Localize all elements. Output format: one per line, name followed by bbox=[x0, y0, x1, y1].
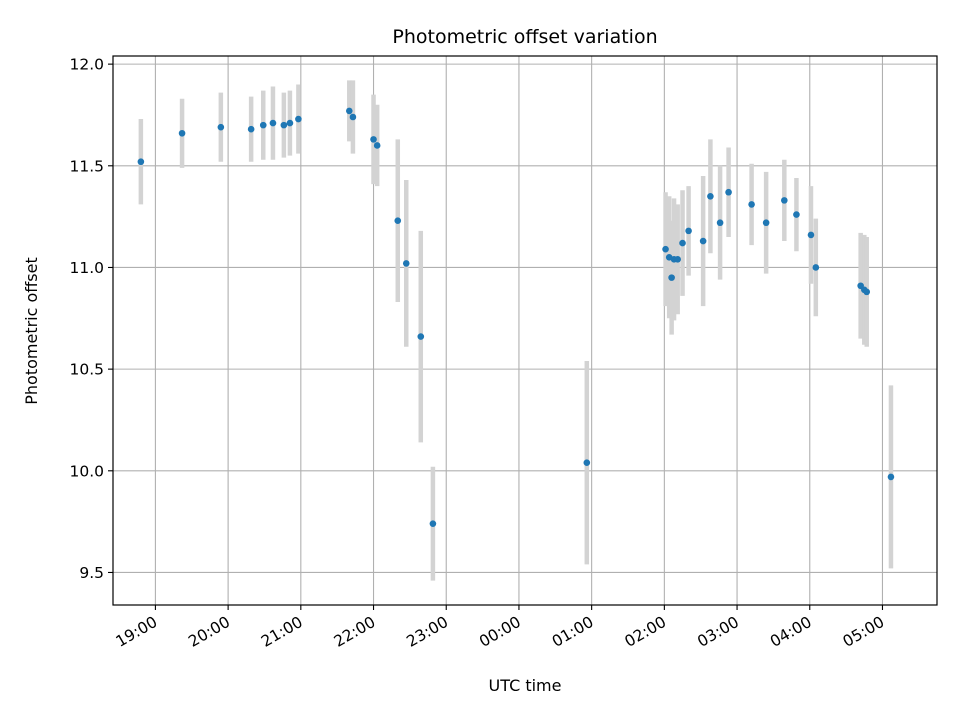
data-point bbox=[402, 260, 410, 267]
data-point bbox=[259, 121, 267, 129]
data-point bbox=[725, 188, 732, 196]
chart-title: Photometric offset variation bbox=[392, 26, 657, 48]
data-point bbox=[286, 119, 294, 127]
data-point bbox=[762, 219, 770, 227]
y-tick-label: 12.0 bbox=[69, 56, 104, 74]
y-axis-label: Photometric offset bbox=[22, 257, 41, 405]
data-point bbox=[685, 227, 692, 235]
data-point bbox=[812, 264, 820, 271]
data-point bbox=[280, 121, 288, 129]
data-point bbox=[429, 520, 437, 527]
data-point bbox=[863, 288, 871, 296]
data-point bbox=[887, 473, 895, 481]
data-point bbox=[748, 201, 755, 208]
data-point bbox=[345, 107, 353, 115]
data-point bbox=[295, 115, 302, 123]
data-point bbox=[668, 274, 675, 281]
y-axis-ticks: 9.5 10.0 10.5 11.0 11.5 12.0 bbox=[69, 56, 113, 582]
data-point bbox=[247, 125, 255, 133]
y-tick-label: 9.5 bbox=[79, 564, 104, 582]
y-tick-label: 10.5 bbox=[69, 361, 104, 379]
data-point bbox=[674, 256, 681, 263]
data-point bbox=[417, 333, 425, 340]
x-axis-label: UTC time bbox=[489, 676, 562, 695]
data-point bbox=[178, 129, 186, 137]
data-point bbox=[217, 123, 225, 131]
data-point bbox=[349, 113, 357, 121]
data-point bbox=[394, 217, 402, 224]
data-point bbox=[269, 119, 277, 127]
y-tick-label: 11.0 bbox=[69, 259, 104, 277]
data-point bbox=[699, 237, 707, 245]
data-point bbox=[707, 193, 714, 200]
data-point bbox=[781, 197, 788, 204]
data-point bbox=[373, 142, 381, 149]
data-point bbox=[137, 158, 145, 166]
data-point bbox=[716, 219, 724, 227]
y-tick-label: 11.5 bbox=[69, 157, 104, 175]
plot-frame bbox=[112, 55, 938, 606]
data-point bbox=[679, 239, 686, 247]
data-point bbox=[793, 211, 800, 218]
data-point bbox=[662, 245, 669, 253]
data-point bbox=[370, 136, 377, 143]
grid bbox=[113, 56, 937, 605]
data-points bbox=[137, 107, 895, 527]
data-point bbox=[583, 459, 591, 466]
data-point bbox=[807, 231, 815, 239]
y-tick-label: 10.0 bbox=[69, 462, 104, 480]
